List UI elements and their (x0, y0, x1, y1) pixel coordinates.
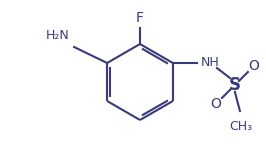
Text: S: S (229, 76, 241, 94)
Text: CH₃: CH₃ (229, 120, 252, 133)
Text: O: O (248, 59, 259, 73)
Text: NH: NH (201, 57, 220, 69)
Text: H₂N: H₂N (45, 29, 69, 42)
Text: O: O (210, 97, 221, 111)
Text: F: F (136, 11, 144, 25)
